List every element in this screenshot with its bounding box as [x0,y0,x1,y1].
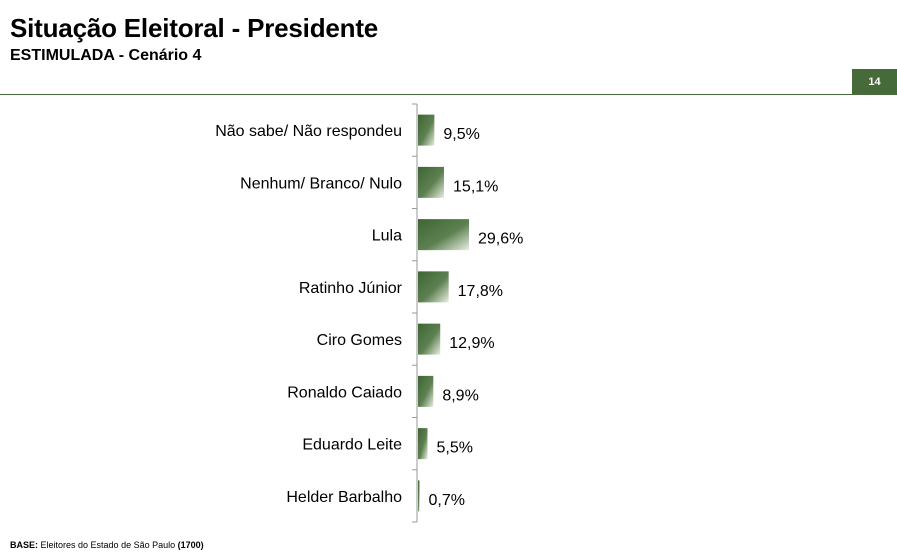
page-title: Situação Eleitoral - Presidente [10,13,379,43]
base-count: (1700) [177,540,204,550]
category-label: Ronaldo Caiado [287,384,402,401]
base-note: BASE: Eleitores do Estado de São Paulo (… [10,540,204,550]
base-text: Eleitores do Estado de São Paulo [38,540,178,550]
category-label: Eduardo Leite [302,437,402,454]
category-label: Não sabe/ Não respondeu [215,123,402,140]
header-divider [0,94,897,95]
category-label: Ratinho Júnior [299,280,403,297]
category-label: Helder Barbalho [286,489,402,506]
value-label: 15,1% [453,178,498,195]
category-label: Nenhum/ Branco/ Nulo [240,175,402,192]
page-subtitle: ESTIMULADA - Cenário 4 [10,47,202,64]
category-label: Ciro Gomes [317,332,402,349]
bar [418,166,445,198]
bar [418,375,434,407]
bar [418,480,420,512]
bar [418,114,435,146]
bar [418,219,469,251]
bar [418,323,441,355]
value-label: 17,8% [458,283,503,300]
value-label: 9,5% [443,126,479,143]
value-label: 5,5% [436,440,472,457]
bar [418,271,449,303]
bar [418,428,428,460]
value-label: 0,7% [429,492,465,509]
value-label: 12,9% [449,335,494,352]
page-number-badge: 14 [852,69,897,94]
base-label: BASE: [10,540,39,550]
category-label: Lula [372,228,402,245]
value-label: 29,6% [478,231,523,248]
value-label: 8,9% [442,387,478,404]
